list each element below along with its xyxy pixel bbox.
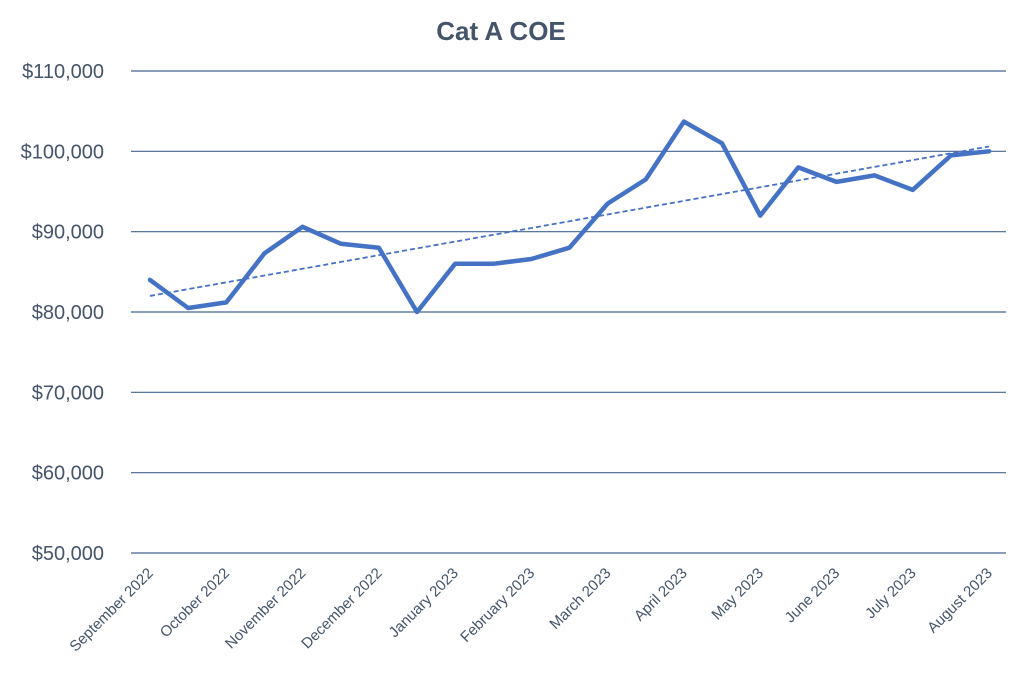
x-tick-label: December 2022 [298, 565, 385, 652]
x-tick-label: May 2023 [708, 565, 767, 624]
x-tick-label: February 2023 [457, 565, 538, 646]
trendline-layer [149, 145, 990, 297]
y-tick-label: $100,000 [21, 141, 104, 163]
y-tick-label: $50,000 [32, 543, 104, 565]
y-axis-ticks: $50,000 $60,000 $70,000 $80,000 $90,000 $100,… [21, 61, 104, 565]
y-tick-label: $70,000 [32, 382, 104, 404]
x-tick-label: June 2023 [782, 565, 844, 627]
x-tick-label: November 2022 [222, 565, 309, 652]
trendline [149, 145, 990, 297]
x-tick-label: January 2023 [386, 565, 462, 641]
series-layer [147, 119, 992, 315]
x-tick-label: July 2023 [862, 565, 919, 622]
x-tick-label: March 2023 [546, 565, 614, 633]
x-tick-label: April 2023 [631, 565, 691, 625]
x-tick-label: August 2023 [924, 565, 996, 637]
chart-title: Cat A COE [436, 16, 566, 46]
y-tick-label: $60,000 [32, 463, 104, 485]
x-tick-label: September 2022 [66, 565, 156, 655]
x-tick-label: October 2022 [157, 565, 233, 641]
series-line [147, 119, 992, 315]
y-tick-label: $80,000 [32, 302, 104, 324]
y-tick-label: $90,000 [32, 222, 104, 244]
gridlines [131, 70, 1006, 554]
y-tick-label: $110,000 [22, 61, 104, 83]
